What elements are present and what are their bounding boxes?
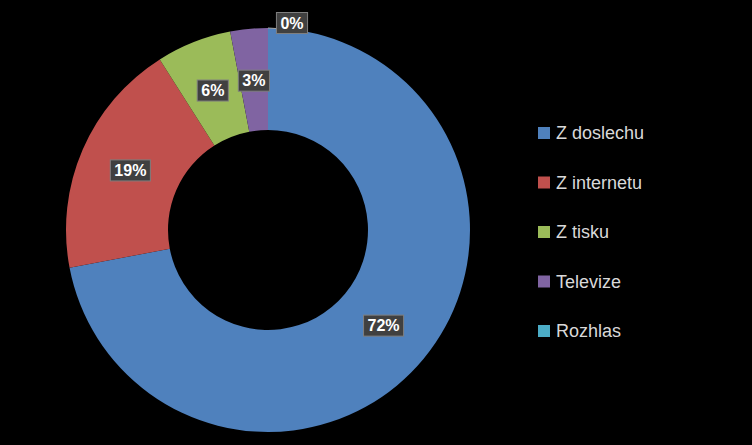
data-label-box xyxy=(238,70,269,91)
data-label: 72% xyxy=(368,317,400,334)
data-label: 19% xyxy=(114,162,146,179)
slices xyxy=(66,28,470,432)
data-label-box xyxy=(110,160,150,181)
legend-label: Z internetu xyxy=(556,173,642,193)
legend-swatch xyxy=(538,127,550,139)
data-label: 6% xyxy=(201,82,224,99)
legend-swatch xyxy=(538,177,550,189)
data-label: 3% xyxy=(242,72,265,89)
legend-label: Televize xyxy=(556,272,621,292)
legend-item: Z doslechu xyxy=(538,123,644,143)
legend-label: Z doslechu xyxy=(556,123,644,143)
legend-label: Z tisku xyxy=(556,222,609,242)
legend-swatch xyxy=(538,226,550,238)
slice xyxy=(230,28,268,132)
data-label-box xyxy=(364,315,404,336)
legend-item: Z internetu xyxy=(538,173,642,193)
data-labels: 72% 19% 6% 3% 0% xyxy=(110,13,403,337)
legend-swatch xyxy=(538,325,550,337)
legend: Z doslechu Z internetu Z tisku Televize Rozh… xyxy=(538,123,644,341)
legend-swatch xyxy=(538,276,550,288)
data-label-box xyxy=(276,13,307,34)
legend-label: Rozhlas xyxy=(556,321,621,341)
data-label: 0% xyxy=(280,15,303,32)
data-label-box xyxy=(197,80,228,101)
legend-item: Z tisku xyxy=(538,222,609,242)
legend-item: Televize xyxy=(538,272,621,292)
background xyxy=(0,0,752,445)
chart: 72% 19% 6% 3% 0% Z doslechu Z internetu Z tisku… xyxy=(0,0,752,445)
legend-item: Rozhlas xyxy=(538,321,621,341)
